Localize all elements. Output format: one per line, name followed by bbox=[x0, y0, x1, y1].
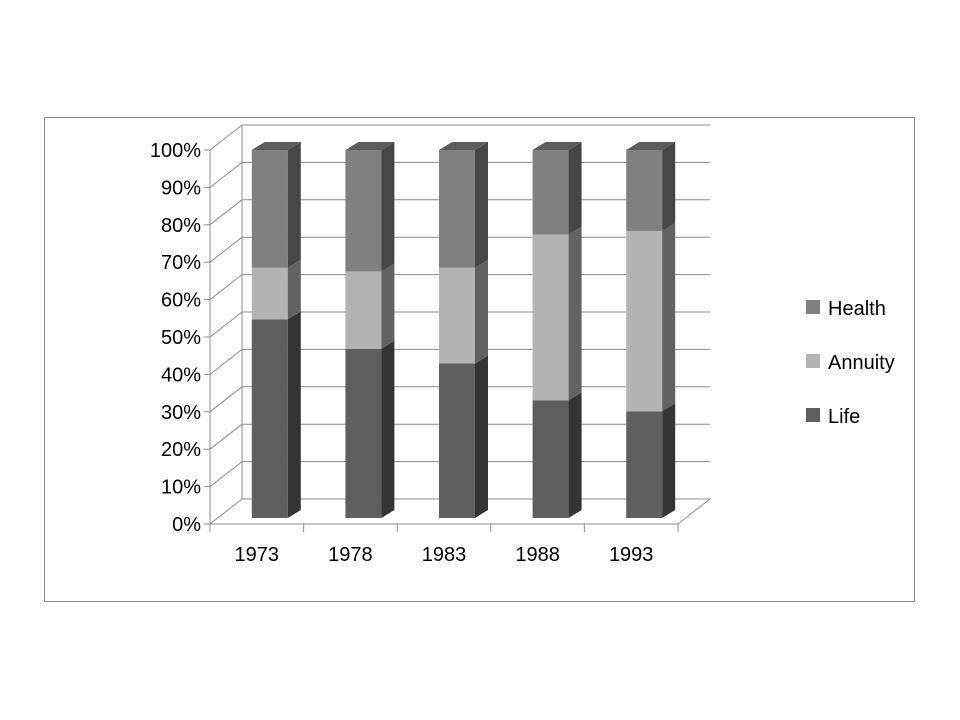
legend-swatch-life bbox=[806, 408, 820, 422]
bar-side-annuity-1983 bbox=[475, 260, 488, 364]
grid-connector bbox=[210, 387, 242, 412]
y-tick-label: 30% bbox=[161, 402, 201, 424]
floor-edge bbox=[678, 499, 710, 524]
bar-annuity-1993[interactable] bbox=[626, 231, 662, 411]
bar-side-life-1993 bbox=[662, 403, 675, 518]
bar-health-1973[interactable] bbox=[252, 150, 288, 268]
y-tick-label: 90% bbox=[161, 177, 201, 199]
x-tick-label: 1973 bbox=[235, 544, 280, 566]
bar-side-health-1983 bbox=[475, 142, 488, 268]
bar-side-health-1973 bbox=[288, 142, 301, 268]
y-tick-label: 10% bbox=[161, 477, 201, 499]
grid-connector bbox=[210, 424, 242, 449]
grid-connector bbox=[210, 200, 242, 225]
y-tick-label: 40% bbox=[161, 364, 201, 386]
y-tick-label: 50% bbox=[161, 327, 201, 349]
bar-side-life-1983 bbox=[475, 355, 488, 518]
y-tick-label: 100% bbox=[150, 140, 201, 162]
bar-annuity-1978[interactable] bbox=[345, 271, 381, 348]
bar-side-life-1988 bbox=[569, 392, 582, 518]
bar-life-1988[interactable] bbox=[533, 400, 569, 518]
grid-connector bbox=[210, 275, 242, 300]
x-tick-label: 1983 bbox=[422, 544, 467, 566]
bar-side-annuity-1993 bbox=[662, 223, 675, 411]
x-tick-label: 1993 bbox=[609, 544, 654, 566]
x-tick-label: 1978 bbox=[328, 544, 373, 566]
y-tick-label: 70% bbox=[161, 252, 201, 274]
bar-side-annuity-1973 bbox=[288, 260, 301, 320]
bar-side-life-1973 bbox=[288, 311, 301, 518]
x-tick-label: 1988 bbox=[515, 544, 560, 566]
bar-life-1973[interactable] bbox=[252, 319, 288, 518]
bar-health-1993[interactable] bbox=[626, 150, 662, 231]
bar-life-1983[interactable] bbox=[439, 363, 475, 518]
bar-side-life-1978 bbox=[381, 341, 394, 518]
bar-side-health-1978 bbox=[381, 142, 394, 271]
grid-connector bbox=[210, 125, 242, 150]
bar-health-1983[interactable] bbox=[439, 150, 475, 268]
grid-connector bbox=[210, 499, 242, 524]
bar-health-1988[interactable] bbox=[533, 150, 569, 235]
grid-connector bbox=[210, 349, 242, 374]
bar-annuity-1973[interactable] bbox=[252, 268, 288, 320]
legend-label-annuity: Annuity bbox=[828, 352, 895, 374]
grid-connector bbox=[210, 237, 242, 262]
legend-label-health: Health bbox=[828, 298, 886, 320]
bar-annuity-1983[interactable] bbox=[439, 268, 475, 364]
legend-swatch-health bbox=[806, 300, 820, 314]
y-tick-label: 60% bbox=[161, 290, 201, 312]
grid-connector bbox=[210, 162, 242, 187]
legend-label-life: Life bbox=[828, 406, 860, 428]
bar-side-annuity-1978 bbox=[381, 263, 394, 348]
bar-life-1978[interactable] bbox=[345, 349, 381, 518]
legend-swatch-annuity bbox=[806, 354, 820, 368]
bar-life-1993[interactable] bbox=[626, 411, 662, 518]
bar-health-1978[interactable] bbox=[345, 150, 381, 271]
y-tick-label: 20% bbox=[161, 439, 201, 461]
y-tick-label: 0% bbox=[172, 514, 201, 536]
grid-connector bbox=[210, 312, 242, 337]
grid-connector bbox=[210, 462, 242, 487]
bar-side-health-1993 bbox=[662, 142, 675, 231]
bar-annuity-1988[interactable] bbox=[533, 235, 569, 401]
y-tick-label: 80% bbox=[161, 215, 201, 237]
bar-side-annuity-1988 bbox=[569, 227, 582, 401]
bar-side-health-1988 bbox=[569, 142, 582, 235]
